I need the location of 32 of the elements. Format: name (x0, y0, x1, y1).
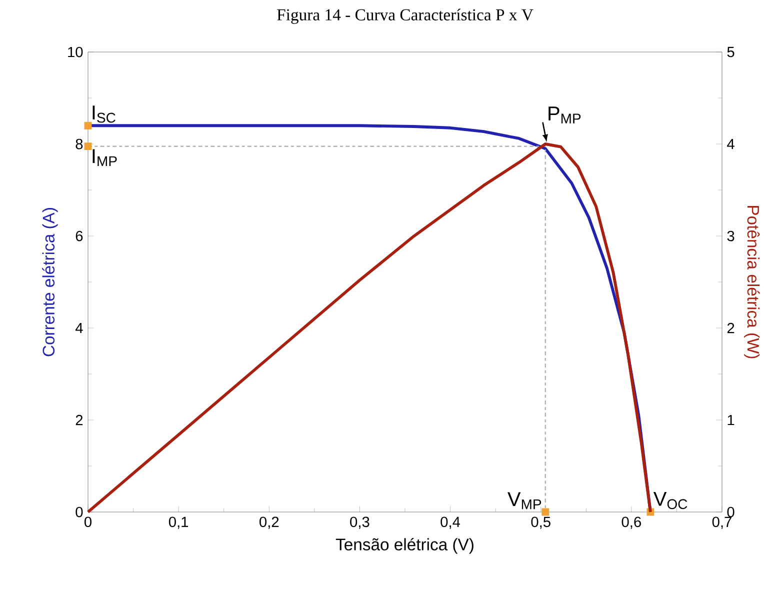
y2-tick-label: 4 (727, 138, 734, 150)
chart-title: Figura 14 - Curva Característica P x V (277, 8, 534, 24)
point (84, 122, 92, 130)
y2-tick-label: 2 (727, 322, 734, 334)
y2-tick-label: 0 (727, 506, 734, 518)
x-tick-label: 0,4 (440, 516, 460, 529)
y-tick-label: 0 (76, 506, 83, 518)
y-tick-label: 2 (76, 414, 83, 426)
x-tick-label: 0,5 (531, 516, 550, 529)
annotation: I$_{MP}$ (92, 149, 117, 166)
annotation: V$_{OC}$ (653, 492, 688, 510)
x-tick-label: 0,7 (712, 516, 732, 529)
y-tick-label: 4 (75, 322, 83, 334)
annotation: I$_{SC}$ (92, 106, 116, 123)
y2-tick-label: 3 (727, 230, 734, 242)
annotation: V$_{MP}$ (508, 492, 542, 510)
y2-tick-label: 1 (728, 414, 734, 426)
x-tick-label: 0 (84, 516, 92, 528)
point (84, 142, 92, 150)
x-tick-label: 0,3 (350, 516, 370, 529)
y-tick-label: 6 (76, 230, 83, 242)
x-tick-label: 0,2 (260, 516, 279, 529)
x-tick-label: 0,6 (622, 516, 641, 529)
y-axis-title: Corrente elétrica (A) (42, 208, 58, 356)
annotation: P$_{MP}$ (548, 106, 581, 124)
x-axis-title: Tensão elétrica (V) (336, 538, 474, 554)
y-tick-label: 8 (76, 138, 83, 150)
point (542, 508, 550, 516)
y2-axis-title: Potência elétrica (W) (744, 206, 760, 358)
y2-tick-label: 5 (727, 46, 734, 58)
y-tick-label: 10 (68, 46, 83, 58)
x-tick-label: 0,1 (168, 516, 188, 529)
